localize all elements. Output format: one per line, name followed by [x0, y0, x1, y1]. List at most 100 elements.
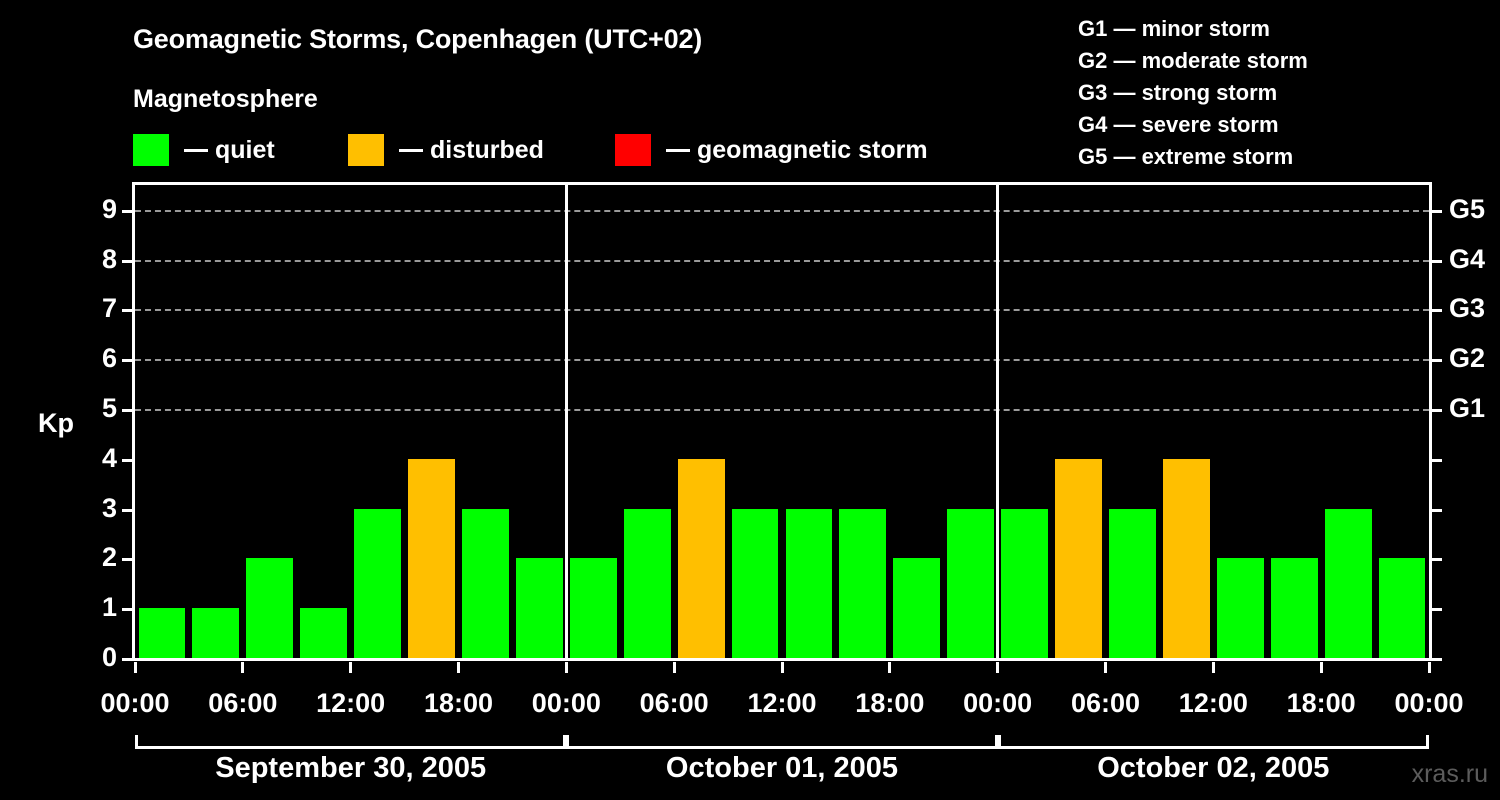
right-axis-tick	[1432, 508, 1442, 512]
x-tick-label: 00:00	[963, 688, 1033, 718]
bar-kp	[677, 458, 725, 658]
right-axis-tick	[1432, 608, 1442, 612]
x-tick-label: 18:00	[423, 688, 494, 718]
x-tick	[672, 662, 676, 673]
right-axis-tick	[1432, 359, 1442, 363]
x-tick-label: 00:00	[100, 688, 170, 718]
right-axis-tick	[1432, 558, 1442, 562]
y-tick-label: 2	[101, 542, 117, 573]
x-tick-label: 00:00	[1394, 688, 1464, 718]
y-tick-label: 1	[101, 592, 117, 623]
date-label: October 02, 2005	[1097, 752, 1330, 784]
right-axis-tick	[1432, 259, 1442, 263]
legend-dash-icon	[184, 148, 208, 152]
x-tick-label: 06:00	[639, 688, 709, 718]
x-tick	[1427, 662, 1431, 673]
bar-kp	[354, 508, 402, 658]
y-tick	[122, 409, 132, 413]
y-tick-label: 4	[101, 442, 117, 473]
x-tick-label: 00:00	[531, 688, 601, 718]
x-tick-label: 12:00	[1178, 688, 1248, 718]
legend-item-quiet: quiet	[133, 134, 275, 166]
gridline-kp-8	[135, 259, 1429, 262]
right-axis-tick	[1432, 209, 1442, 213]
right-axis-tick	[1432, 409, 1442, 413]
y-tick	[122, 508, 132, 512]
bar-kp	[785, 508, 833, 658]
y-tick-label: 8	[101, 243, 117, 274]
bar-kp	[947, 508, 995, 658]
right-axis-tick	[1432, 658, 1442, 661]
right-axis-tick	[1432, 458, 1442, 462]
page-title: Geomagnetic Storms, Copenhagen (UTC+02)	[133, 24, 703, 54]
y-tick-label: 7	[101, 293, 117, 324]
bar-kp	[192, 608, 240, 658]
bar-kp	[731, 508, 779, 658]
storm-scale-row-g1: G1 — minor storm	[1078, 16, 1270, 41]
chart-subtitle: Magnetosphere	[133, 85, 318, 113]
legend-label: disturbed	[430, 135, 544, 164]
storm-scale-row-g4: G4 — severe storm	[1078, 112, 1279, 137]
date-label: September 30, 2005	[215, 752, 487, 784]
bar-kp	[300, 608, 348, 658]
y-tick	[122, 658, 132, 661]
bar-kp	[1378, 558, 1426, 658]
x-tick-label: 06:00	[1070, 688, 1141, 718]
x-tick	[1104, 662, 1107, 673]
bar-kp	[138, 608, 186, 658]
legend-label: quiet	[215, 135, 275, 164]
date-bracket	[566, 735, 998, 749]
x-tick-label: 12:00	[747, 688, 817, 718]
right-axis-label-g5: G5	[1449, 193, 1486, 224]
y-tick	[122, 309, 132, 313]
x-tick	[1211, 662, 1215, 673]
y-tick-label: 0	[101, 642, 117, 672]
legend-swatch-geomagnetic-storm	[615, 134, 651, 166]
bar-kp	[1001, 508, 1049, 658]
gridline-kp-9	[135, 209, 1429, 212]
legend-item-geomagnetic-storm: geomagnetic storm	[615, 134, 928, 166]
date-bracket	[997, 735, 1429, 749]
bar-kp	[1162, 458, 1210, 658]
y-tick	[122, 209, 132, 213]
legend-swatch-quiet	[133, 134, 169, 166]
gridline-kp-7	[135, 309, 1429, 312]
x-tick	[241, 662, 245, 673]
bar-kp	[893, 558, 941, 658]
y-tick	[122, 359, 132, 363]
x-tick	[349, 662, 353, 673]
y-tick	[122, 608, 132, 612]
legend-label: geomagnetic storm	[697, 135, 928, 164]
y-tick-label: 5	[101, 393, 117, 424]
legend-swatch-disturbed	[348, 134, 384, 166]
legend-item-disturbed: disturbed	[348, 134, 544, 166]
x-tick	[888, 662, 892, 673]
x-tick	[457, 662, 460, 673]
legend-dash-icon	[399, 148, 423, 152]
bar-kp	[1109, 508, 1156, 658]
gridline-kp-6	[135, 359, 1429, 362]
y-tick	[122, 259, 132, 263]
bar-kp	[1270, 558, 1318, 658]
bar-kp	[246, 558, 294, 658]
bar-kp	[408, 458, 455, 658]
x-tick	[564, 662, 568, 673]
x-tick	[996, 662, 1000, 673]
day-separator	[996, 185, 1000, 658]
y-tick	[122, 458, 132, 462]
y-tick-label: 3	[101, 492, 117, 523]
right-axis-label-g4: G4	[1449, 243, 1486, 274]
x-tick-label: 12:00	[316, 688, 386, 718]
storm-scale-row-g2: G2 — moderate storm	[1078, 48, 1308, 73]
bar-kp	[515, 558, 563, 658]
bar-kp	[1216, 558, 1264, 658]
date-label: October 01, 2005	[665, 752, 899, 784]
y-tick-label: 6	[101, 343, 117, 374]
x-tick-label: 18:00	[855, 688, 925, 718]
bar-kp	[1324, 508, 1372, 658]
x-tick-label: 18:00	[1286, 688, 1356, 718]
right-axis-tick	[1432, 309, 1442, 313]
storm-scale-row-g5: G5 — extreme storm	[1078, 144, 1294, 169]
plot-inner	[135, 185, 1429, 658]
y-tick	[122, 558, 132, 562]
